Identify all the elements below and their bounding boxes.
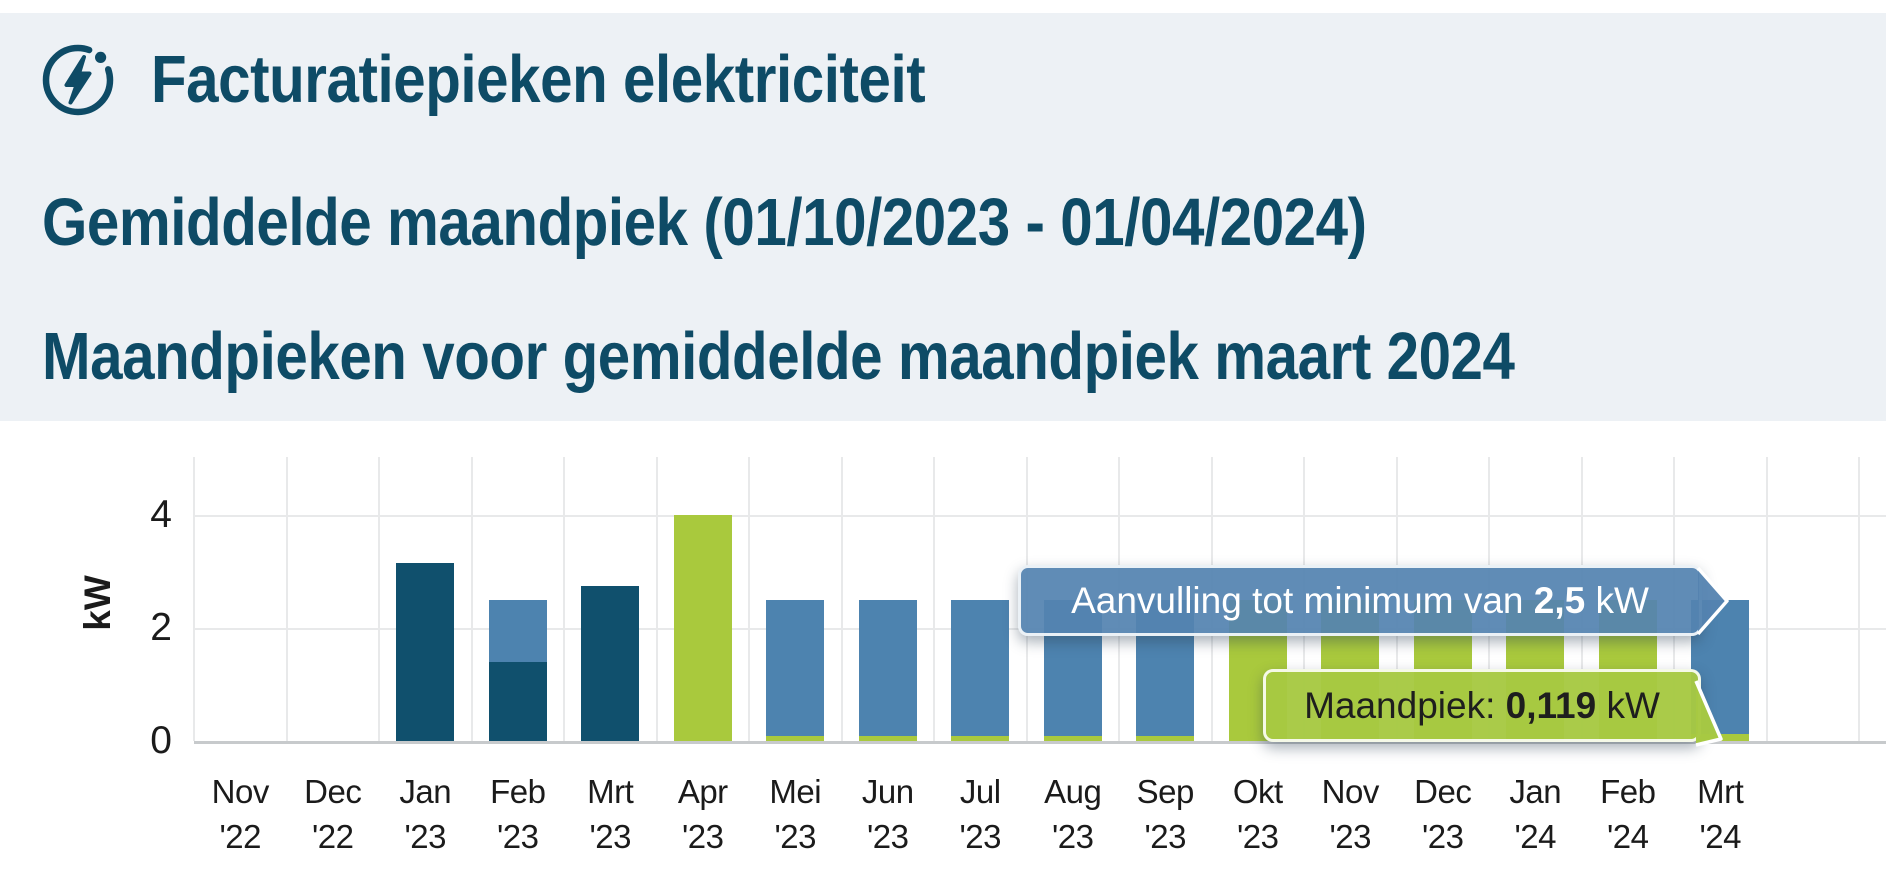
bar-segment-measured-peak[interactable] (1043, 736, 1102, 741)
subtitle-month-peaks: Maandpieken voor gemiddelde maandpiek ma… (42, 319, 1515, 394)
y-axis-tick-label: 4 (150, 493, 172, 536)
chart-area: 0 2 4 kW Nov '22 Dec '22 Jan '23 Feb '23 Mrt '23 Apr '2… (0, 421, 1886, 883)
x-axis-month-label: Feb '24 (1600, 773, 1656, 855)
x-axis-month-label: Jan '24 (1509, 773, 1562, 855)
bar-segment-measured-peak[interactable] (766, 736, 825, 741)
x-axis-month-label: Mrt '23 (587, 773, 634, 855)
x-axis-month-label: Apr '23 (677, 773, 728, 855)
x-axis-month-label: Mrt '24 (1697, 773, 1744, 855)
tooltip-month-peak-text: Maandpiek: 0,119 kW (1304, 684, 1660, 726)
y-axis-tick-label: 2 (150, 606, 172, 649)
gridline-horizontal (194, 515, 1886, 517)
gridline-vertical (655, 457, 658, 741)
x-axis-line (194, 741, 1886, 744)
gridline-vertical (378, 457, 380, 741)
x-axis-month-label: Feb '23 (490, 773, 546, 855)
bar-segment-measured-peak[interactable] (1136, 736, 1195, 741)
gridline-vertical (840, 457, 843, 741)
x-axis-month-label: Jun '23 (861, 773, 914, 855)
x-axis-month-label: Dec '23 (1414, 773, 1472, 855)
bar-segment-supplement[interactable] (766, 599, 825, 737)
tooltip-minimum-text: Aanvulling tot minimum van 2,5 kW (1071, 579, 1649, 621)
x-axis-month-label: Nov '23 (1321, 773, 1380, 855)
gridline-vertical (1765, 457, 1768, 741)
x-axis-month-label: Nov '22 (211, 773, 270, 855)
header (0, 13, 1886, 421)
tooltip-minimum-supplement: Aanvulling tot minimum van 2,5 kW (1018, 565, 1729, 636)
y-axis-tick-label: 0 (150, 719, 172, 762)
subtitle-average-peak: Gemiddelde maandpiek (01/10/2023 - 01/04… (42, 185, 1367, 260)
bar-segment-billed-peak[interactable] (581, 585, 640, 741)
gridline-vertical (470, 457, 473, 741)
gridline-vertical (933, 457, 935, 741)
bar-segment-supplement[interactable] (858, 599, 917, 737)
tooltip-minimum-arrow-icon (1696, 566, 1729, 635)
gridline-vertical (193, 457, 195, 741)
bar-segment-measured-peak[interactable] (858, 736, 917, 741)
bar-segment-measured-peak[interactable] (673, 515, 732, 741)
y-axis-unit-label: kW (77, 575, 118, 631)
bar-segment-billed-peak[interactable] (488, 661, 547, 741)
bar-segment-supplement[interactable] (951, 599, 1010, 737)
page-title: Facturatiepieken elektriciteit (151, 42, 926, 117)
gridline-vertical (285, 457, 288, 741)
bar-segment-measured-peak[interactable] (951, 736, 1010, 741)
x-axis-month-label: Mei '23 (769, 773, 822, 855)
x-axis-month-label: Okt '23 (1232, 773, 1283, 855)
bar-segment-billed-peak[interactable] (396, 563, 455, 741)
gridline-vertical (748, 457, 750, 741)
x-axis-month-label: Dec '22 (304, 773, 362, 855)
bar-segment-supplement[interactable] (488, 599, 547, 662)
x-axis-month-label: Jul '23 (959, 773, 1001, 855)
tooltip-month-peak: Maandpiek: 0,119 kW (1263, 669, 1723, 747)
gridline-vertical (563, 457, 565, 741)
electricity-flash-icon (36, 38, 120, 122)
tooltip-month-peak-arrow-icon (1694, 680, 1723, 747)
x-axis-month-label: Sep '23 (1136, 773, 1195, 855)
x-axis-month-label: Jan '23 (399, 773, 452, 855)
gridline-vertical (1858, 457, 1860, 741)
x-axis-month-label: Aug '23 (1044, 773, 1102, 855)
